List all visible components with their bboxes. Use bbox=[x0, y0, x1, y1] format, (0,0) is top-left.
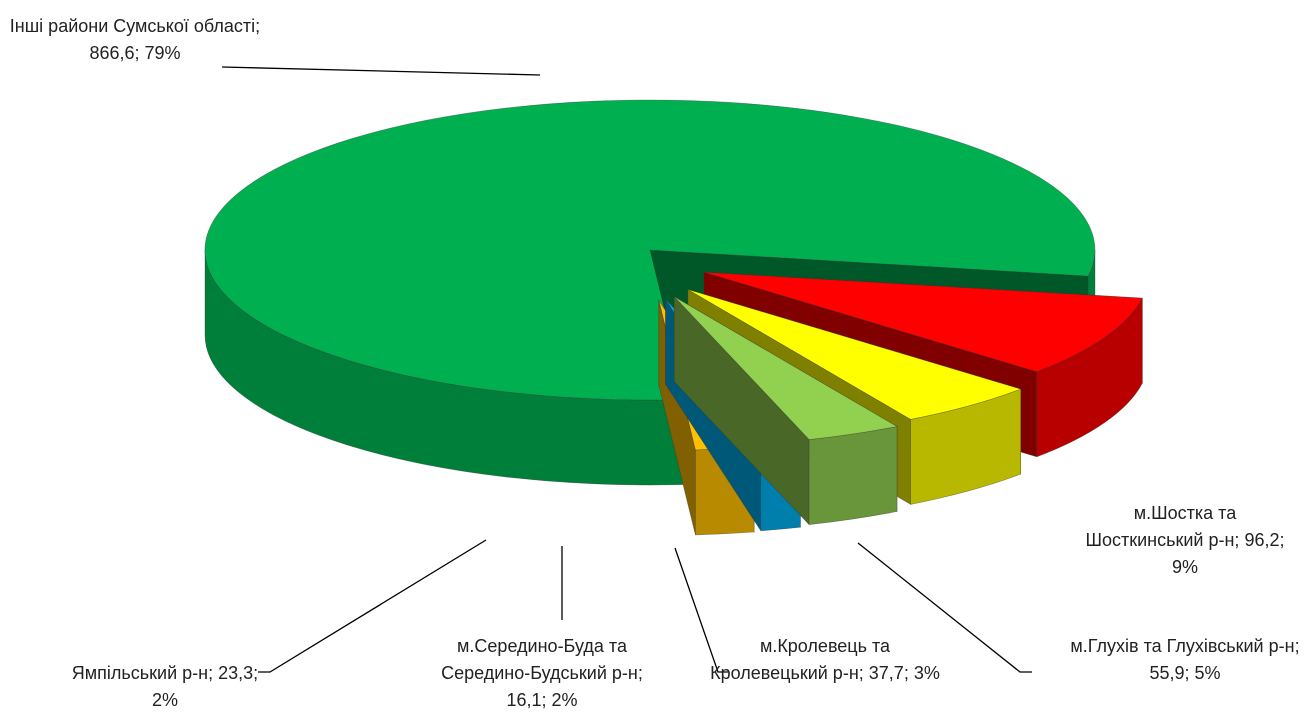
label-value: 96,2 bbox=[1244, 530, 1280, 550]
label-separator: ; bbox=[208, 663, 219, 683]
label-category: м.Глухів та Глухівський р-н bbox=[1070, 636, 1295, 656]
label-value: 16,1 bbox=[506, 690, 542, 710]
data-label: м.Середино-Буда та Середино-Будський р-н… bbox=[422, 633, 662, 714]
label-separator: ; bbox=[255, 16, 261, 36]
label-category: Інші райони Сумської області bbox=[9, 16, 256, 36]
label-value: 23,3 bbox=[218, 663, 254, 683]
leader-line bbox=[258, 539, 487, 673]
label-percent: 9% bbox=[1171, 557, 1198, 577]
slices bbox=[204, 99, 1143, 536]
label-value: 37,7 bbox=[868, 663, 904, 683]
slice-top bbox=[673, 296, 898, 440]
label-category: Ямпільський р-н bbox=[71, 663, 209, 683]
label-separator: ; bbox=[903, 663, 914, 683]
label-percent: 3% bbox=[913, 663, 940, 683]
label-category: м.Шостка та Шосткинський р-н bbox=[1085, 503, 1237, 550]
data-label: Інші райони Сумської області; 866,6; 79% bbox=[0, 13, 270, 67]
slice-top bbox=[687, 289, 1022, 420]
slice-top bbox=[703, 271, 1143, 373]
label-value: 55,9 bbox=[1149, 663, 1185, 683]
label-separator: ; bbox=[134, 43, 145, 63]
data-label: Ямпільський р-н; 23,3; 2% bbox=[70, 660, 260, 714]
label-value: 866,6 bbox=[89, 43, 135, 63]
label-separator: ; bbox=[858, 663, 869, 683]
leader-line bbox=[674, 547, 728, 673]
label-category: м.Кролевець та Кролевецький р-н bbox=[710, 636, 891, 683]
data-label: м.Кролевець та Кролевецький р-н; 37,7; 3… bbox=[710, 633, 940, 687]
label-separator: ; bbox=[637, 663, 643, 683]
leader-line bbox=[857, 542, 1032, 673]
label-percent: 2% bbox=[551, 690, 578, 710]
label-separator: ; bbox=[1294, 636, 1300, 656]
label-separator: ; bbox=[1234, 530, 1245, 550]
leader-line bbox=[221, 66, 541, 76]
data-label: м.Шостка та Шосткинський р-н; 96,2; 9% bbox=[1085, 500, 1285, 581]
data-label: м.Глухів та Глухівський р-н; 55,9; 5% bbox=[1060, 633, 1308, 687]
slice-wall bbox=[808, 426, 898, 525]
label-separator: ; bbox=[1279, 530, 1285, 550]
label-separator: ; bbox=[1184, 663, 1195, 683]
slice-top bbox=[204, 99, 1096, 401]
label-separator: ; bbox=[541, 690, 552, 710]
label-percent: 2% bbox=[151, 690, 178, 710]
label-category: м.Середино-Буда та Середино-Будський р-н bbox=[441, 636, 638, 683]
label-percent: 5% bbox=[1194, 663, 1221, 683]
label-separator: ; bbox=[253, 663, 259, 683]
label-percent: 79% bbox=[144, 43, 181, 63]
